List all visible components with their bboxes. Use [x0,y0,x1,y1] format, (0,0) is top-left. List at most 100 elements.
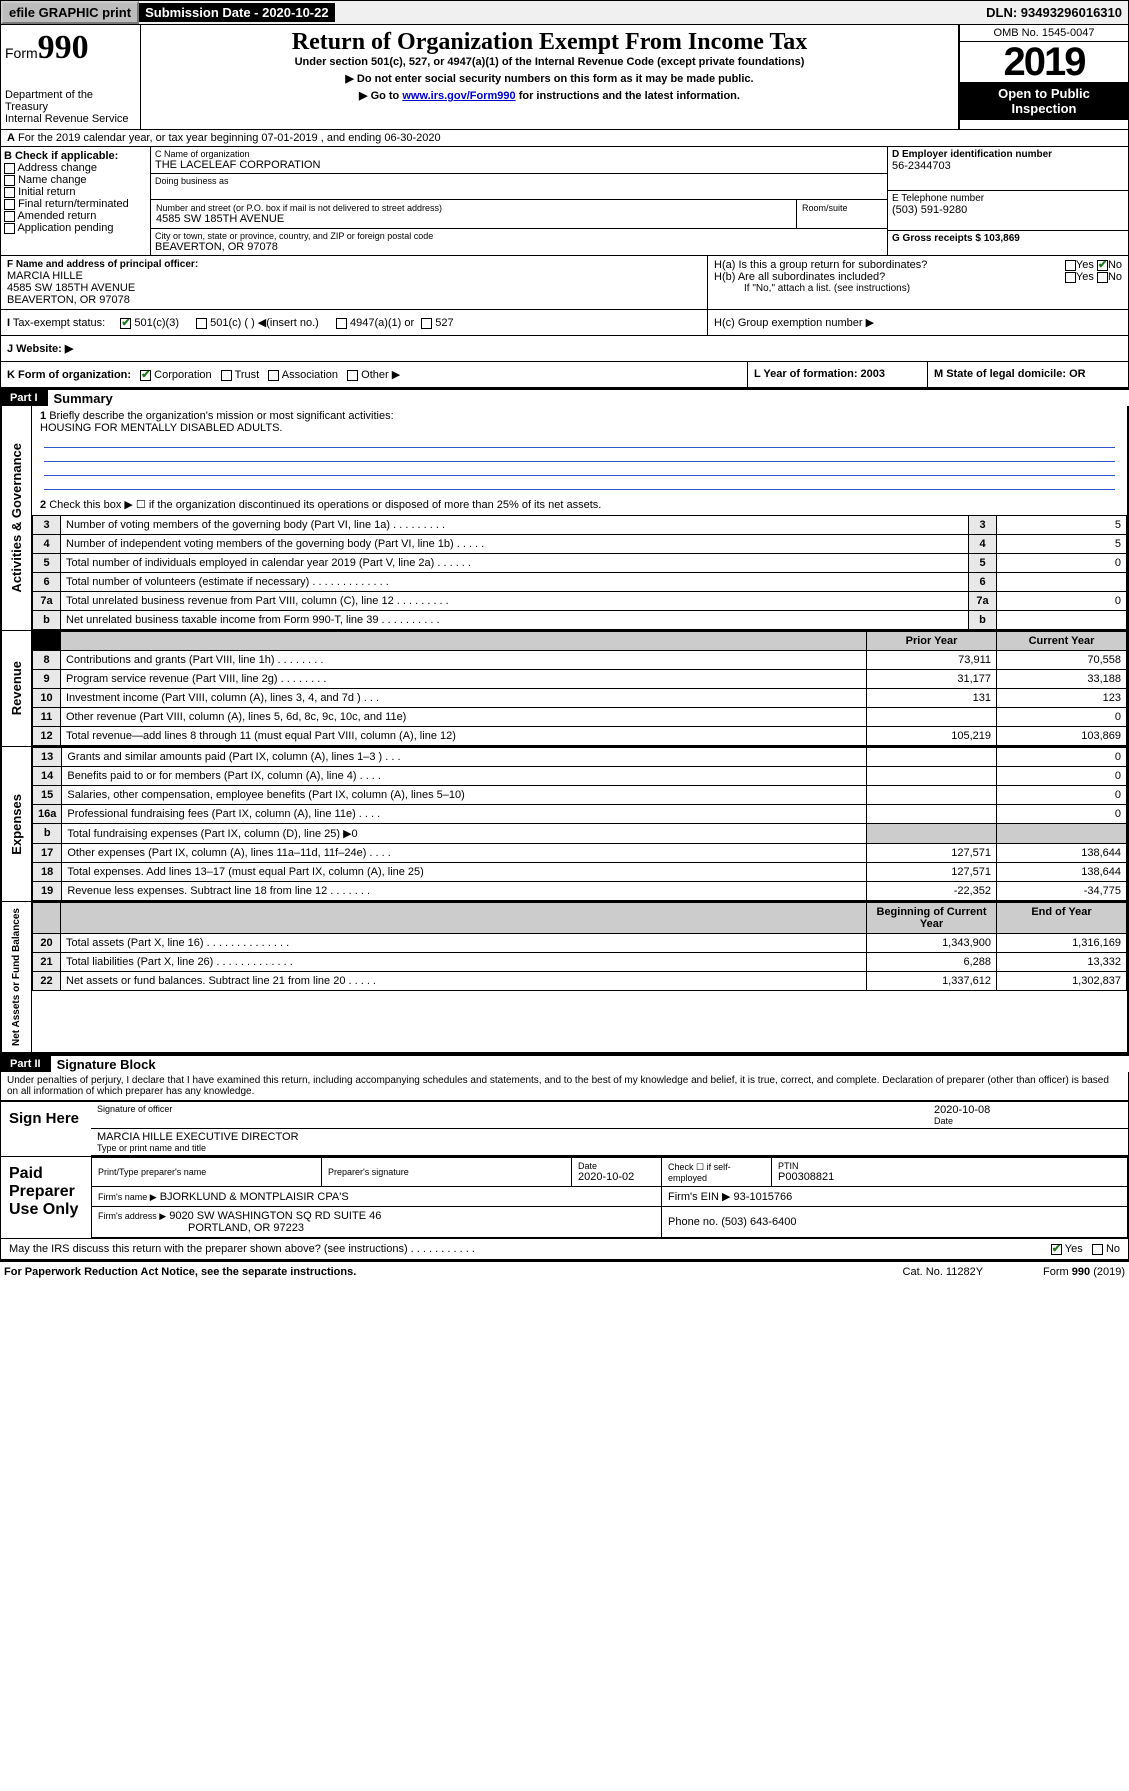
f-name: MARCIA HILLE [7,270,701,282]
revenue-table: Prior YearCurrent Year 8Contributions an… [32,631,1127,746]
hb-note: If "No," attach a list. (see instruction… [714,283,1122,294]
k-opt3: Association [282,369,338,381]
b-opt-2: Initial return [18,186,75,198]
part2-header: Part II [0,1056,51,1072]
governance-table: 3Number of voting members of the governi… [32,515,1127,630]
top-toolbar: efile GRAPHIC print Submission Date - 20… [0,0,1129,25]
sign-here-label: Sign Here [1,1102,91,1156]
paid-firm: BJORKLUND & MONTPLAISIR CPA'S [160,1191,349,1203]
d-label: D Employer identification number [892,149,1124,160]
sig-officer-label: Signature of officer [97,1104,922,1114]
open-to-public: Open to Public Inspection [960,82,1128,120]
footer-left: For Paperwork Reduction Act Notice, see … [4,1266,356,1278]
c-room-label: Room/suite [802,203,882,213]
paid-selfemp: Check ☐ if self-employed [662,1158,772,1187]
g-label: G Gross receipts $ 103,869 [892,233,1124,244]
sig-type-label: Type or print name and title [97,1143,1122,1153]
discuss-yes: Yes [1065,1243,1083,1255]
c-city-label: City or town, state or province, country… [155,231,883,241]
footer-right: Form 990 (2019) [1043,1266,1125,1278]
subtitle-2: ▶ Do not enter social security numbers o… [147,72,952,85]
part2-title: Signature Block [51,1057,156,1072]
submission-date: Submission Date - 2020-10-22 [139,3,335,22]
j-label: J Website: ▶ [7,343,73,355]
band-governance: Activities & Governance [7,437,26,599]
i-opt3: 4947(a)(1) or [350,317,414,329]
col-beginning: Beginning of Current Year [867,903,997,934]
paid-firm-label: Firm's name ▶ [98,1192,157,1202]
discuss-question: May the IRS discuss this return with the… [9,1243,475,1255]
paid-h2: Preparer's signature [328,1167,565,1177]
hb-label: H(b) Are all subordinates included? [714,271,885,283]
goto-post: for instructions and the latest informat… [516,90,740,102]
b-opt-1: Name change [18,174,87,186]
hb-yes: Yes [1076,271,1094,283]
c-org-name: THE LACELEAF CORPORATION [155,159,883,171]
c-addr: 4585 SW 185TH AVENUE [156,213,791,225]
expenses-table: 13Grants and similar amounts paid (Part … [32,747,1127,901]
discuss-no: No [1106,1243,1120,1255]
main-title: Return of Organization Exempt From Incom… [147,29,952,56]
b-opt-4: Amended return [17,210,96,222]
l-label: L Year of formation: 2003 [754,368,885,380]
band-expenses: Expenses [7,788,26,861]
tax-year: 2019 [960,42,1128,82]
identity-block: B Check if applicable: Address change Na… [0,147,1129,256]
f-addr1: 4585 SW 185TH AVENUE [7,282,701,294]
paid-addr-label: Firm's address ▶ [98,1211,166,1221]
f-addr2: BEAVERTON, OR 97078 [7,294,701,306]
i-opt1: 501(c)(3) [134,317,179,329]
paid-h3: Date [578,1161,655,1171]
d-ein: 56-2344703 [892,160,1124,172]
k-label: K Form of organization: [7,369,131,381]
paid-preparer-block: Paid Preparer Use Only Print/Type prepar… [0,1157,1129,1239]
form-header: Form990 Department of the Treasury Inter… [0,25,1129,130]
q2: Check this box ▶ ☐ if the organization d… [49,499,601,511]
c-name-label: C Name of organization [155,149,883,159]
part1-header: Part I [0,390,48,406]
mission-text: HOUSING FOR MENTALLY DISABLED ADULTS. [40,422,282,434]
paid-ptin: P00308821 [778,1171,1121,1183]
hc-label: H(c) Group exemption number ▶ [708,310,1128,335]
c-dba-label: Doing business as [155,176,883,186]
form990-link[interactable]: www.irs.gov/Form990 [402,90,515,102]
efile-button[interactable]: efile GRAPHIC print [1,1,139,24]
sig-name-title: MARCIA HILLE EXECUTIVE DIRECTOR [97,1131,1122,1143]
col-current: Current Year [997,632,1127,651]
subtitle-1: Under section 501(c), 527, or 4947(a)(1)… [147,56,952,68]
paid-ein: Firm's EIN ▶ 93-1015766 [662,1187,1128,1207]
sign-here-block: Sign Here Signature of officer 2020-10-0… [0,1101,1129,1157]
footer-cat: Cat. No. 11282Y [903,1266,984,1278]
netassets-table: Beginning of Current YearEnd of Year 20T… [32,902,1127,991]
dln-label: DLN: 93493296016310 [980,3,1128,22]
goto-pre: ▶ Go to [359,90,402,102]
f-label: F Name and address of principal officer: [7,259,701,270]
m-label: M State of legal domicile: OR [934,368,1086,380]
paid-addr2: PORTLAND, OR 97223 [98,1222,304,1234]
part1-title: Summary [48,391,113,406]
k-opt2: Trust [235,369,260,381]
i-opt2: 501(c) ( ) ◀(insert no.) [210,317,319,329]
sig-date-label: Date [934,1116,1122,1126]
q1: Briefly describe the organization's miss… [49,410,393,422]
paid-addr1: 9020 SW WASHINGTON SQ RD SUITE 46 [169,1210,381,1222]
col-prior: Prior Year [867,632,997,651]
c-addr-label: Number and street (or P.O. box if mail i… [156,203,791,213]
paid-date: 2020-10-02 [578,1171,655,1183]
k-opt4: Other ▶ [361,369,400,381]
e-label: E Telephone number [892,193,1124,204]
form-number: 990 [38,29,89,66]
b-opt-0: Address change [17,162,97,174]
ha-label: H(a) Is this a group return for subordin… [714,259,927,271]
row-a-text: For the 2019 calendar year, or tax year … [18,132,441,144]
b-opt-5: Application pending [17,222,113,234]
perjury-text: Under penalties of perjury, I declare th… [0,1072,1129,1101]
c-city: BEAVERTON, OR 97078 [155,241,883,253]
col-end: End of Year [997,903,1127,934]
ha-yes: Yes [1076,259,1094,271]
k-opt1: Corporation [154,369,211,381]
sig-date: 2020-10-08 [934,1104,1122,1116]
i-opt4: 527 [435,317,453,329]
paid-h1: Print/Type preparer's name [98,1167,315,1177]
e-phone: (503) 591-9280 [892,204,1124,216]
